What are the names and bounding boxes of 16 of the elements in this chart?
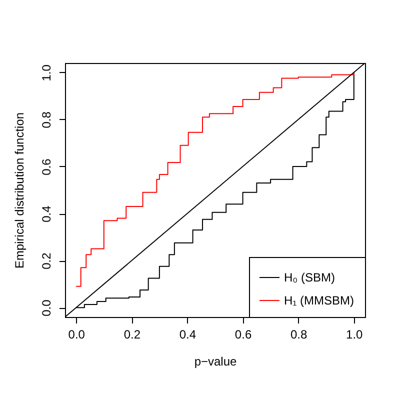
- y-tick-label: 0.6: [40, 158, 54, 176]
- y-tick-label: 0.0: [40, 299, 54, 316]
- y-tick-label: 0.2: [40, 252, 54, 270]
- x-axis-title: p−value: [194, 354, 238, 368]
- x-tick-label: 0.4: [179, 328, 196, 342]
- y-tick-label: 1.0: [40, 64, 54, 82]
- y-axis-title: Empirical distribution function: [12, 112, 26, 269]
- y-tick-label: 0.4: [40, 205, 54, 222]
- x-tick-label: 0.6: [234, 328, 252, 342]
- x-tick-label: 1.0: [346, 328, 364, 342]
- legend-label: H₀ (SBM): [284, 270, 335, 284]
- legend-label: H₁ (MMSBM): [284, 294, 354, 308]
- x-tick-label: 0.2: [124, 328, 141, 342]
- x-tick-label: 0.0: [68, 328, 86, 342]
- y-tick-label: 0.8: [40, 111, 54, 128]
- x-tick-label: 0.8: [290, 328, 308, 342]
